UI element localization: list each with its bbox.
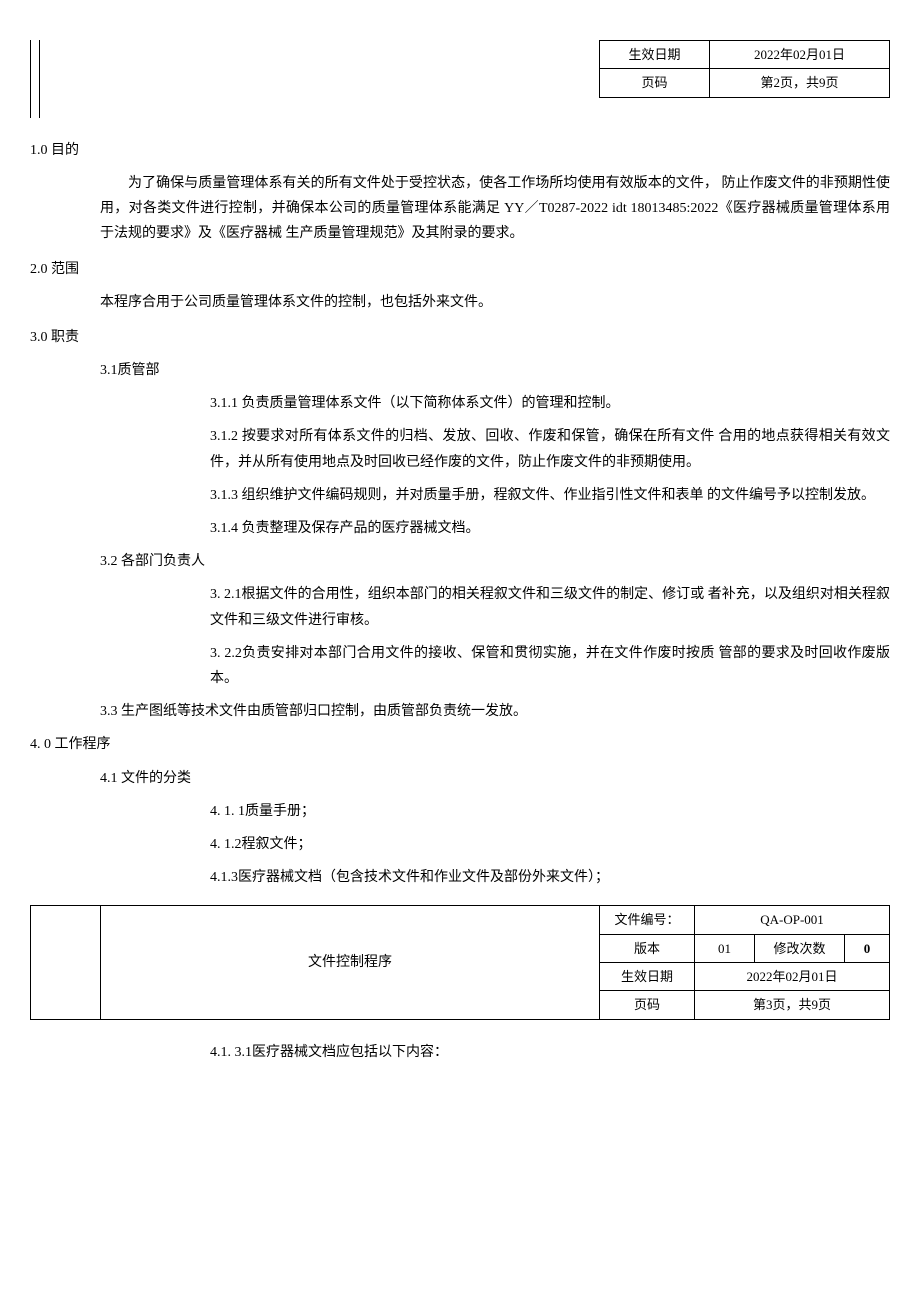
table-row: 页码 第3页，共9页 (600, 991, 890, 1019)
header-info-table: 生效日期 2022年02月01日 页码 第2页，共9页 (599, 40, 890, 98)
section-3-heading: 3.0 职责 (30, 325, 890, 350)
table-row: 生效日期 2022年02月01日 (600, 963, 890, 991)
footer-effective-date-value: 2022年02月01日 (695, 963, 890, 991)
footer-left-border (30, 905, 40, 1020)
section-3-1-3: 3.1.3 组织维护文件编码规则，并对质量手册，程叙文件、作业指引性文件和表单 … (210, 483, 890, 508)
version-value: 01 (695, 934, 755, 962)
version-label: 版本 (600, 934, 695, 962)
section-1-heading: 1.0 目的 (30, 138, 890, 163)
page-value: 第2页，共9页 (710, 69, 890, 97)
footer-effective-date-label: 生效日期 (600, 963, 695, 991)
table-row: 文件编号： QA-OP-001 (600, 906, 890, 934)
table-row: 页码 第2页，共9页 (600, 69, 890, 97)
section-4-1: 4.1 文件的分类 (100, 766, 890, 791)
footer-info-table: 文件编号： QA-OP-001 版本 01 修改次数 0 生效日期 2022年0… (599, 905, 890, 1020)
effective-date-value: 2022年02月01日 (710, 41, 890, 69)
rev-value: 0 (845, 934, 890, 962)
section-3-2-2: 3. 2.2负责安排对本部门合用文件的接收、保管和贯彻实施，并在文件作废时按质 … (210, 641, 890, 691)
section-3-3: 3.3 生产图纸等技术文件由质管部归口控制，由质管部负责统一发放。 (100, 699, 890, 724)
section-3-2: 3.2 各部门负责人 (100, 549, 890, 574)
section-4-1-3-1: 4.1. 3.1医疗器械文档应包括以下内容： (210, 1040, 890, 1065)
section-3-1: 3.1质管部 (100, 358, 890, 383)
section-4-1-3: 4.1.3医疗器械文档（包含技术文件和作业文件及部份外来文件）； (210, 865, 890, 890)
table-row: 生效日期 2022年02月01日 (600, 41, 890, 69)
page-label: 页码 (600, 69, 710, 97)
rev-label: 修改次数 (755, 934, 845, 962)
footer-doc-title: 文件控制程序 (100, 905, 599, 1020)
doc-no-label: 文件编号： (600, 906, 695, 934)
doc-no-value: QA-OP-001 (695, 906, 890, 934)
section-1-para: 为了确保与质量管理体系有关的所有文件处于受控状态，使各工作场所均使用有效版本的文… (100, 171, 890, 247)
header-wrapper: 生效日期 2022年02月01日 页码 第2页，共9页 (30, 40, 890, 118)
section-3-1-2: 3.1.2 按要求对所有体系文件的归档、发放、回收、作废和保管，确保在所有文件 … (210, 424, 890, 474)
section-4-1-2: 4. 1.2程叙文件； (210, 832, 890, 857)
table-row: 版本 01 修改次数 0 (600, 934, 890, 962)
section-3-1-4: 3.1.4 负责整理及保存产品的医疗器械文档。 (210, 516, 890, 541)
header-spacer (100, 40, 599, 118)
section-3-1-1: 3.1.1 负责质量管理体系文件（以下简称体系文件）的管理和控制。 (210, 391, 890, 416)
section-2-heading: 2.0 范围 (30, 257, 890, 282)
section-4-heading: 4. 0 工作程序 (30, 732, 890, 757)
effective-date-label: 生效日期 (600, 41, 710, 69)
footer-gap (40, 905, 100, 1020)
footer-page-label: 页码 (600, 991, 695, 1019)
footer-page-value: 第3页，共9页 (695, 991, 890, 1019)
section-3-2-1: 3. 2.1根据文件的合用性，组织本部门的相关程叙文件和三级文件的制定、修订或 … (210, 582, 890, 632)
header-left-border (30, 40, 40, 118)
section-4-1-1: 4. 1. 1质量手册； (210, 799, 890, 824)
section-2-para: 本程序合用于公司质量管理体系文件的控制，也包括外来文件。 (100, 290, 890, 315)
footer-table-wrapper: 文件控制程序 文件编号： QA-OP-001 版本 01 修改次数 0 生效日期… (30, 905, 890, 1020)
